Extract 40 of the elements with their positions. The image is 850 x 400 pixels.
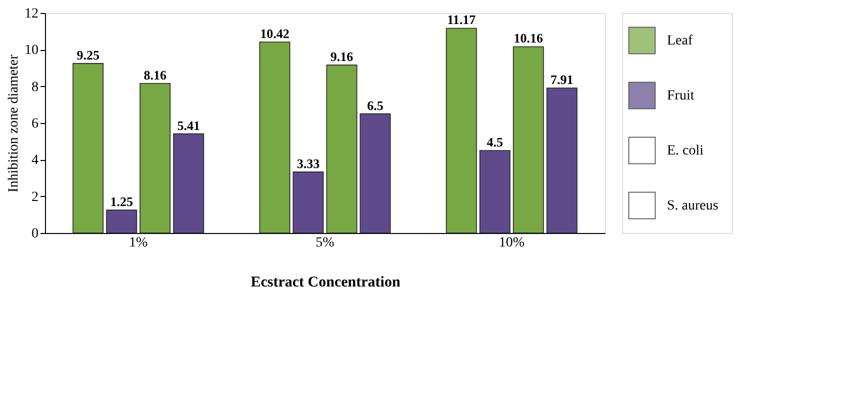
bar — [72, 63, 104, 234]
data-label: 10.42 — [260, 26, 290, 41]
x-axis-title: Ecstract Concentration — [250, 274, 401, 290]
data-label: 3.33 — [296, 156, 320, 171]
y-tick-label: 10 — [24, 43, 38, 58]
data-label: 9.25 — [76, 47, 100, 62]
bar — [106, 210, 138, 234]
bar — [259, 42, 290, 234]
data-label: 4.5 — [486, 134, 504, 150]
y-tick-label: 4 — [32, 153, 38, 168]
y-tick-label: 2 — [32, 190, 38, 205]
bar — [479, 150, 510, 234]
bar — [512, 46, 544, 234]
legend-label: Leaf — [667, 34, 693, 48]
x-tick-label: 5% — [316, 236, 335, 250]
y-tick-label: 12 — [24, 6, 38, 22]
bar — [292, 172, 324, 234]
x-tick-label: 1% — [128, 236, 148, 250]
text: E. coli — [667, 144, 704, 158]
data-label: 6.5 — [367, 98, 384, 113]
data-label: 1.25 — [110, 194, 134, 210]
bar — [173, 133, 204, 234]
data-label: 9.16 — [330, 49, 354, 64]
data-label: 7.91 — [550, 72, 574, 87]
y-tick-label: 6 — [32, 116, 38, 132]
bar — [360, 113, 391, 234]
text: S. aureus — [667, 198, 718, 214]
legend-label: Fruit — [667, 88, 694, 104]
data-label: 5.41 — [177, 118, 200, 133]
bar — [140, 83, 171, 234]
y-tick-label: 8 — [32, 80, 38, 95]
data-label: 8.16 — [144, 67, 167, 82]
x-tick-label: 10% — [498, 236, 525, 250]
y-axis-title: Inhibition zone diameter — [6, 54, 22, 192]
bar — [546, 88, 578, 234]
bar — [326, 64, 358, 234]
data-label: 10.16 — [514, 30, 544, 46]
y-tick-label: 0 — [32, 226, 38, 242]
bar — [446, 28, 477, 234]
data-label: 11.17 — [447, 12, 476, 28]
